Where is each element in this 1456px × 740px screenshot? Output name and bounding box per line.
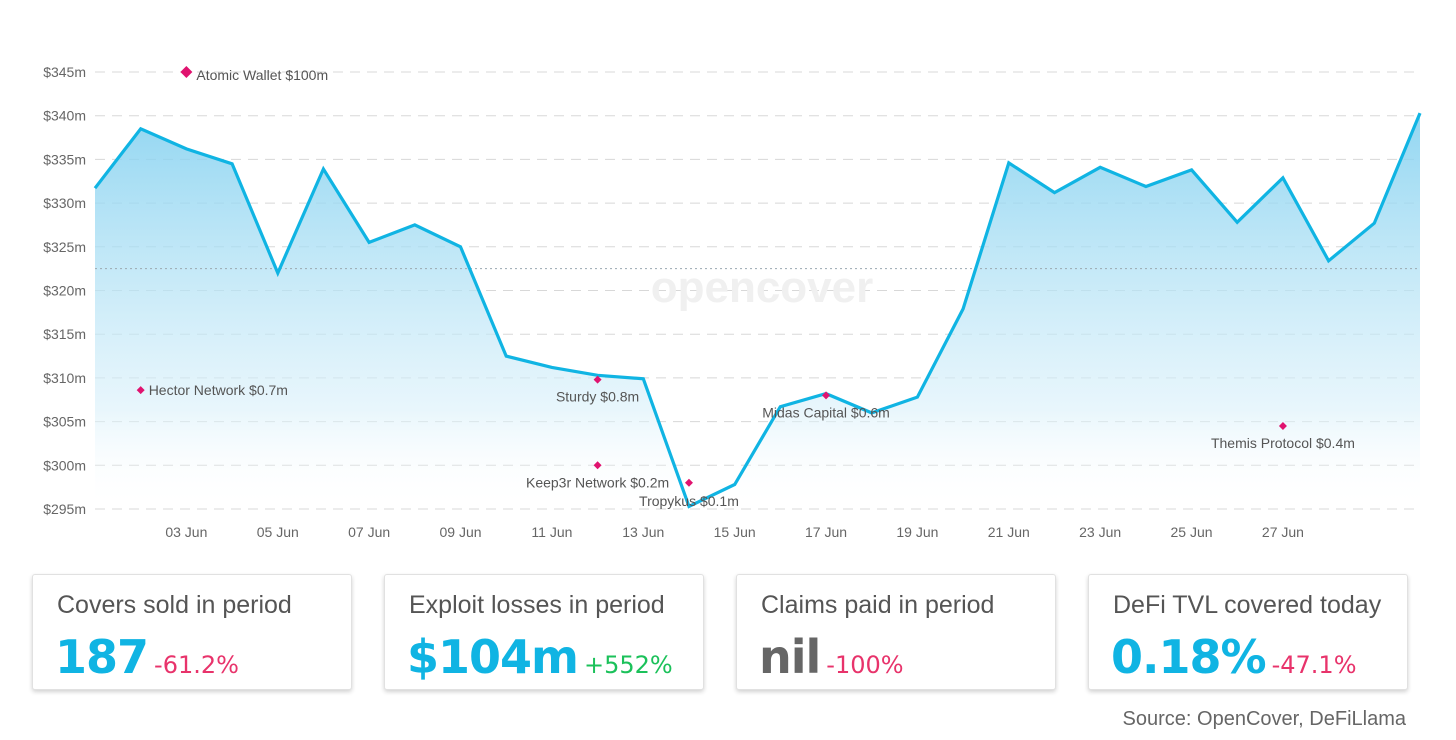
x-tick-label: 25 Jun — [1171, 524, 1213, 540]
card-label: Exploit losses in period — [409, 591, 665, 619]
x-tick-label: 27 Jun — [1262, 524, 1304, 540]
exploit-marker — [593, 461, 602, 470]
card-value: nil — [759, 630, 821, 684]
area-fill — [95, 113, 1420, 509]
card-value-row: 187 -61.2% — [55, 630, 239, 684]
y-tick-label: $305m — [43, 414, 86, 430]
series-line — [93, 112, 1422, 509]
y-tick-label: $330m — [43, 195, 86, 211]
series-polyline — [93, 112, 1422, 509]
x-axis: 03 Jun 05 Jun 07 Jun 09 Jun 11 Jun 13 Jun 15 J… — [165, 524, 1304, 540]
exploit-label: Atomic Wallet $100m — [196, 67, 328, 83]
y-tick-label: $340m — [43, 108, 86, 124]
card-value: $104m — [407, 630, 579, 684]
annotations: Atomic Wallet $100m Hector Network $0.7m S… — [136, 66, 1355, 509]
exploit-label: Themis Protocol $0.4m — [1211, 435, 1355, 451]
y-tick-label: $300m — [43, 457, 86, 473]
card-label: Covers sold in period — [57, 591, 292, 619]
card-tvl-covered: DeFi TVL covered today 0.18% -47.1% — [1088, 574, 1408, 690]
exploit-marker — [822, 391, 831, 400]
exploit-marker — [1278, 421, 1287, 430]
area-fill-path — [95, 113, 1420, 509]
x-tick-label: 17 Jun — [805, 524, 847, 540]
y-tick-label: $315m — [43, 326, 86, 342]
source-note: Source: OpenCover, DeFiLlama — [1122, 708, 1406, 730]
card-change: +552% — [583, 651, 673, 679]
x-tick-label: 11 Jun — [531, 524, 572, 540]
exploit-marker — [593, 375, 602, 384]
exploit-label: Tropykus $0.1m — [639, 493, 739, 509]
card-change: -47.1% — [1271, 651, 1357, 679]
y-tick-label: $320m — [43, 283, 86, 299]
card-value-row: 0.18% -47.1% — [1111, 630, 1357, 684]
watermark: opencover — [651, 263, 874, 312]
tvl-chart: opencover $295m $300m $305m $310m $315m $320m… — [43, 64, 1422, 540]
card-covers-sold: Covers sold in period 187 -61.2% — [32, 574, 352, 690]
y-tick-label: $345m — [43, 64, 86, 80]
x-tick-label: 09 Jun — [439, 524, 481, 540]
x-tick-label: 23 Jun — [1079, 524, 1121, 540]
card-change: -61.2% — [154, 651, 239, 679]
exploit-label: Midas Capital $0.6m — [762, 404, 890, 420]
card-value-row: $104m +552% — [407, 630, 673, 684]
card-value: 187 — [55, 630, 149, 684]
card-label: DeFi TVL covered today — [1113, 591, 1382, 619]
x-tick-label: 19 Jun — [896, 524, 938, 540]
y-tick-label: $295m — [43, 501, 86, 517]
exploit-label: Hector Network $0.7m — [149, 382, 288, 398]
x-tick-label: 21 Jun — [988, 524, 1030, 540]
card-claims-paid: Claims paid in period nil -100% — [736, 574, 1056, 690]
y-axis: $295m $300m $305m $310m $315m $320m $325m $330m… — [43, 64, 86, 517]
exploit-marker — [684, 478, 693, 487]
exploit-marker — [136, 386, 145, 395]
card-exploit-losses: Exploit losses in period $104m +552% — [384, 574, 704, 690]
card-label: Claims paid in period — [761, 591, 995, 619]
exploit-label: Sturdy $0.8m — [556, 389, 639, 405]
exploit-marker — [180, 66, 193, 78]
x-tick-label: 03 Jun — [165, 524, 207, 540]
stat-cards: Covers sold in period 187 -61.2% Exploit … — [32, 574, 1412, 692]
y-tick-label: $325m — [43, 239, 86, 255]
x-tick-label: 15 Jun — [714, 524, 756, 540]
card-value-row: nil -100% — [759, 630, 904, 684]
card-change: -100% — [826, 651, 904, 679]
y-tick-label: $335m — [43, 151, 86, 167]
x-tick-label: 07 Jun — [348, 524, 390, 540]
exploit-label: Keep3r Network $0.2m — [526, 474, 669, 490]
card-value: 0.18% — [1111, 630, 1267, 684]
x-tick-label: 05 Jun — [257, 524, 299, 540]
x-tick-label: 13 Jun — [622, 524, 664, 540]
y-tick-label: $310m — [43, 370, 86, 386]
